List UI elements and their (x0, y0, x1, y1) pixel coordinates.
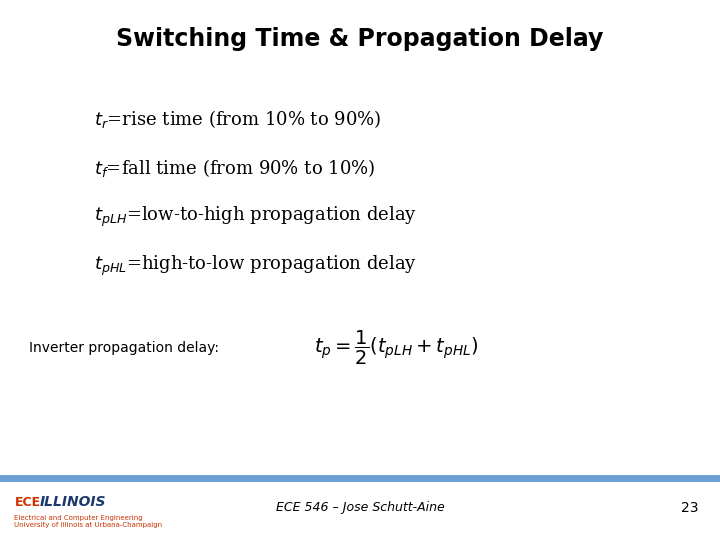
Text: $t_{pLH}$=low-to-high propagation delay: $t_{pLH}$=low-to-high propagation delay (94, 205, 417, 229)
Text: $t_r$=rise time (from 10% to 90%): $t_r$=rise time (from 10% to 90%) (94, 108, 381, 130)
Text: Switching Time & Propagation Delay: Switching Time & Propagation Delay (117, 27, 603, 51)
Text: $t_{pHL}$=high-to-low propagation delay: $t_{pHL}$=high-to-low propagation delay (94, 254, 417, 278)
Text: Inverter propagation delay:: Inverter propagation delay: (29, 341, 219, 355)
Text: ILLINOIS: ILLINOIS (40, 495, 106, 509)
Text: ECE: ECE (14, 496, 40, 509)
Text: $t_p = \dfrac{1}{2}\left(t_{pLH} + t_{pHL}\right)$: $t_p = \dfrac{1}{2}\left(t_{pLH} + t_{pH… (314, 329, 478, 367)
Text: ECE 546 – Jose Schutt-Aine: ECE 546 – Jose Schutt-Aine (276, 501, 444, 514)
Text: 23: 23 (681, 501, 698, 515)
Text: $t_f$=fall time (from 90% to 10%): $t_f$=fall time (from 90% to 10%) (94, 157, 375, 179)
Text: Electrical and Computer Engineering
University of Illinois at Urbana-Champaign: Electrical and Computer Engineering Univ… (14, 515, 163, 528)
